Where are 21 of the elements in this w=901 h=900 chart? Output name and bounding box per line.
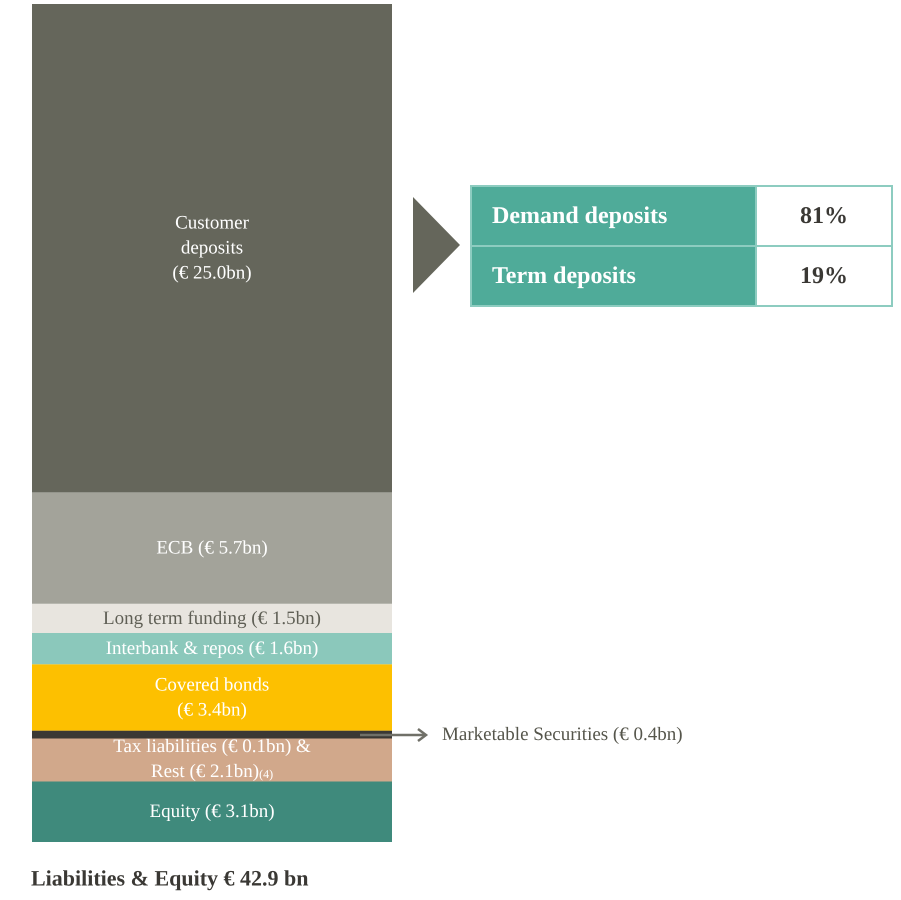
bar xyxy=(32,738,392,780)
data-label: Equity (€ 3.1bn) xyxy=(149,801,275,822)
text: Term deposits xyxy=(472,247,755,305)
bar xyxy=(32,604,392,633)
bar xyxy=(32,4,392,492)
bar xyxy=(32,492,392,604)
data-label: Covered bonds (€ 3.4bn) xyxy=(154,674,270,720)
data-label: Interbank & repos (€ 1.6bn) xyxy=(106,638,318,660)
text: 19% xyxy=(757,247,891,305)
data-label: Marketable Securities (€ 0.4bn) xyxy=(442,724,683,746)
data-label: Customer deposits (€ 25.0bn) xyxy=(172,212,252,284)
data-label: ECB (€ 5.7bn) xyxy=(156,538,268,559)
bar xyxy=(32,730,392,738)
text: 81% xyxy=(757,187,891,245)
data-label: Tax liabilities (€ 0.1bn) & Rest (€ 2.1bn)(4) xyxy=(113,736,312,782)
bar xyxy=(32,781,392,842)
bar xyxy=(32,664,392,731)
text: Demand deposits xyxy=(472,187,755,245)
bar xyxy=(32,632,392,664)
data-label: Long term funding (€ 1.5bn) xyxy=(103,608,321,629)
text: Liabilities & Equity € 42.9 bn xyxy=(31,866,309,890)
